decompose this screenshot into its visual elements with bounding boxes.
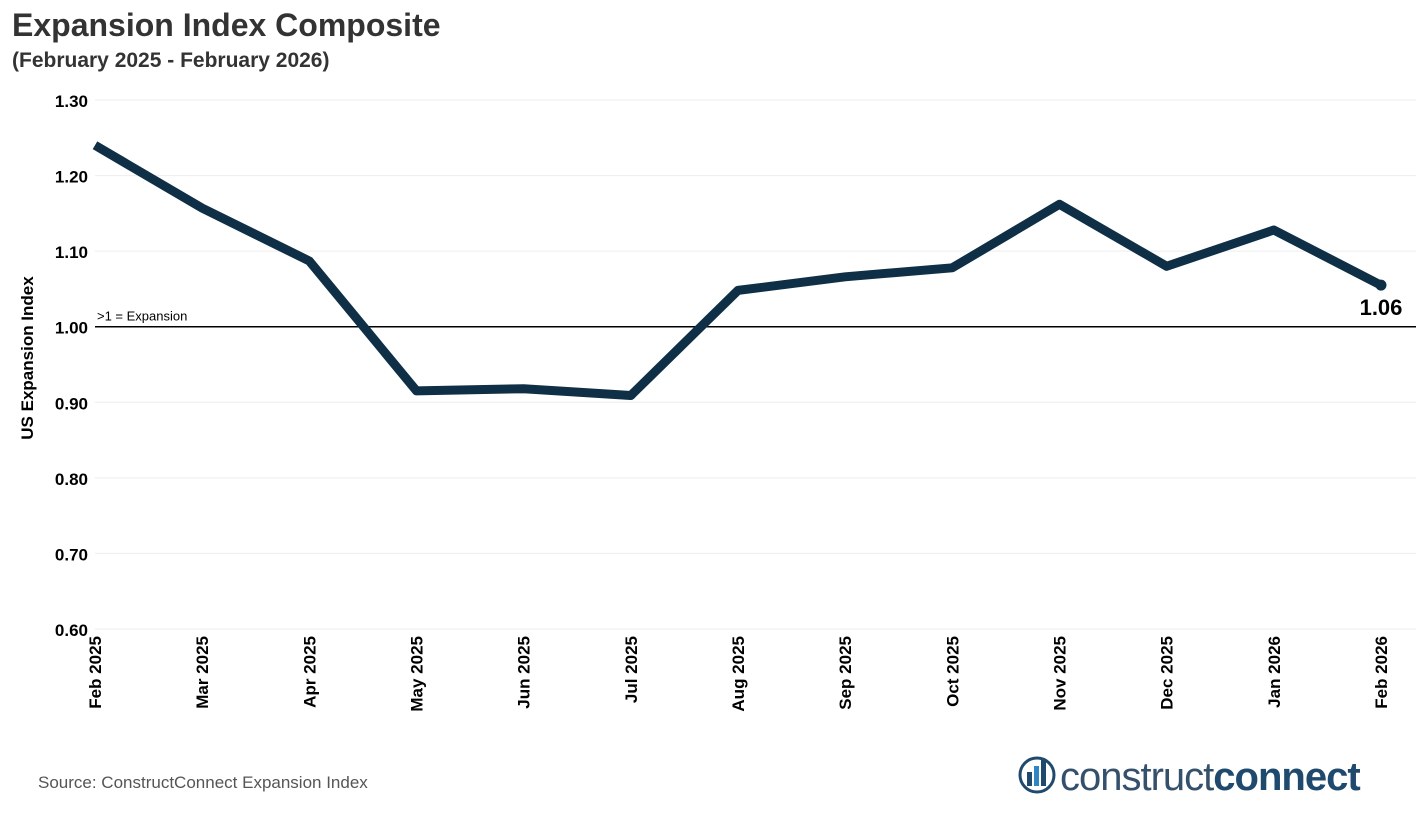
logo-mark-icon <box>1018 756 1056 794</box>
data-point <box>952 267 953 268</box>
data-point <box>738 290 739 291</box>
x-tick-label: Sep 2025 <box>836 636 855 710</box>
x-tick-label: Aug 2025 <box>729 636 748 712</box>
x-tick-label: Apr 2025 <box>300 636 319 708</box>
expansion-reference-label: >1 = Expansion <box>97 309 187 324</box>
data-point <box>309 260 310 261</box>
series-group <box>92 141 1387 400</box>
last-value-label: 1.06 <box>1360 295 1403 320</box>
y-tick-label: 1.20 <box>55 168 88 187</box>
source-note: Source: ConstructConnect Expansion Index <box>38 773 368 792</box>
x-tick-label: Feb 2025 <box>86 636 105 709</box>
x-tick-label: Dec 2025 <box>1158 636 1177 710</box>
data-point <box>845 276 846 277</box>
x-tick-label: May 2025 <box>408 636 427 712</box>
data-point <box>1059 204 1060 205</box>
y-tick-label: 0.70 <box>55 545 88 564</box>
x-tick-label: Jan 2026 <box>1265 636 1284 708</box>
svg-text:constructconnect: constructconnect <box>1060 755 1360 799</box>
x-axis-ticks: Feb 2025 Mar 2025 Apr 2025 May 2025 Jun 2025… <box>86 636 1391 712</box>
data-point <box>630 395 631 396</box>
data-point <box>95 145 96 146</box>
x-tick-label: Nov 2025 <box>1051 636 1070 711</box>
y-tick-label: 0.90 <box>55 394 88 413</box>
data-point <box>1375 279 1387 291</box>
constructconnect-logo: constructconnect <box>1018 755 1361 799</box>
x-tick-label: Jun 2025 <box>515 636 534 709</box>
logo-light-text: construct <box>1060 755 1214 799</box>
data-point <box>1273 229 1274 230</box>
chart-title: Expansion Index Composite <box>12 7 441 43</box>
x-tick-label: Jul 2025 <box>622 636 641 703</box>
x-tick-label: Mar 2025 <box>193 636 212 709</box>
y-tick-label: 1.10 <box>55 243 88 262</box>
y-tick-label: 0.60 <box>55 621 88 640</box>
chart-subtitle: (February 2025 - February 2026) <box>12 49 329 72</box>
data-point <box>1166 266 1167 267</box>
data-point <box>202 208 203 209</box>
y-tick-label: 1.30 <box>55 92 88 111</box>
series-line <box>92 141 1384 400</box>
y-tick-label: 0.80 <box>55 470 88 489</box>
gridlines <box>95 99 1416 630</box>
logo-bold-text: connect <box>1213 755 1360 799</box>
x-tick-label: Feb 2026 <box>1372 636 1391 709</box>
y-tick-label: 1.00 <box>55 319 88 338</box>
y-axis-ticks: 0.60 0.70 0.80 0.90 1.00 1.10 1.20 1.30 <box>55 92 88 640</box>
data-point <box>416 390 417 391</box>
data-point <box>523 388 524 389</box>
y-axis-label: US Expansion Index <box>18 276 37 440</box>
x-tick-label: Oct 2025 <box>943 636 962 707</box>
